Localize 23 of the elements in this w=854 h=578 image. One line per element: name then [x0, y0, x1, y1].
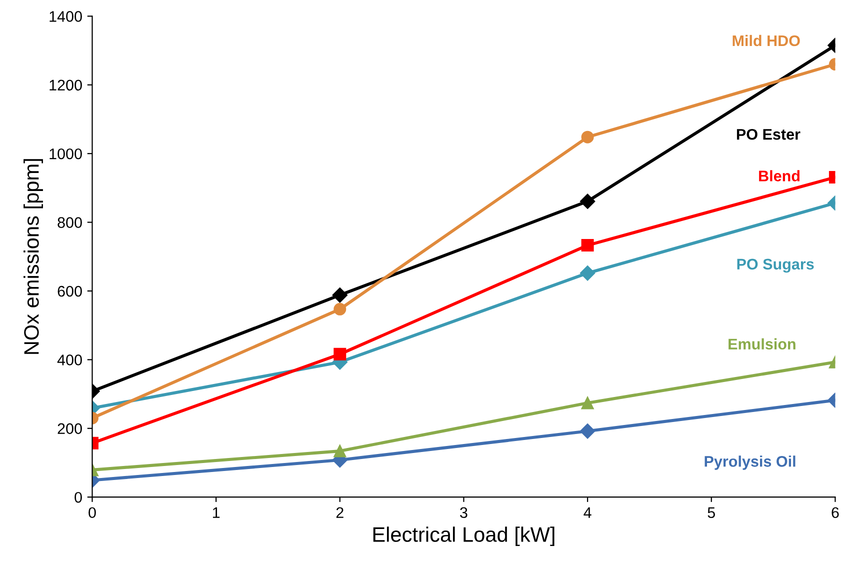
y-tick-label: 1000 — [50, 148, 82, 160]
x-tick-label: 2 — [336, 507, 344, 518]
y-tick-label: 600 — [58, 286, 82, 297]
series-label: Emulsion — [728, 338, 796, 350]
text: Pyrolysis Oil — [704, 456, 796, 470]
series-label: PO Ester — [736, 128, 800, 140]
y-axis-title: NOx emissions [ppm] — [24, 159, 43, 354]
y-tick-label: 1400 — [50, 11, 82, 22]
x-tick-label: 5 — [708, 507, 715, 518]
x-tick-label: 6 — [832, 507, 839, 518]
x-tick-label: 4 — [584, 507, 592, 518]
series-label: Blend — [759, 170, 800, 182]
y-tick-label: 200 — [58, 423, 82, 434]
x-tick-label: 1 — [212, 507, 220, 518]
y-tick-label: 1200 — [50, 80, 82, 91]
series-label: PO Sugars — [737, 258, 814, 273]
y-tick-label: 400 — [57, 354, 82, 366]
x-tick-label: 3 — [460, 507, 468, 518]
x-axis-title: Electrical Load [kW] — [373, 526, 554, 546]
x-tick-label: 0 — [88, 507, 96, 518]
y-tick-label: 0 — [74, 492, 82, 503]
series-label: Mild HDO — [732, 34, 800, 46]
y-tick-label: 800 — [58, 217, 82, 228]
